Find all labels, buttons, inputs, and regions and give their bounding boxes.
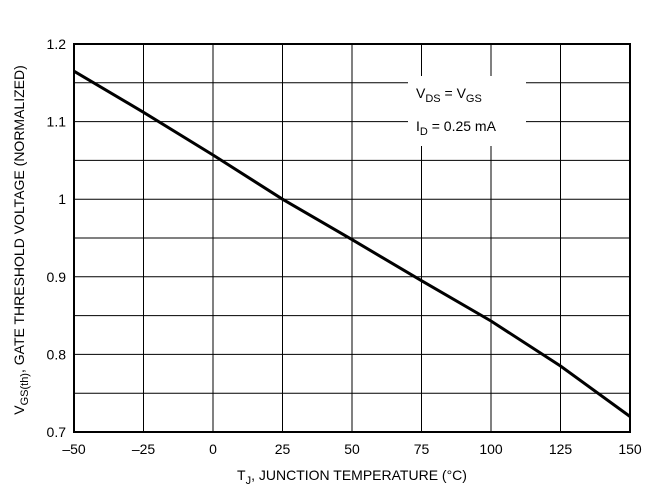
y-tick-label: 0.7 (47, 424, 67, 440)
x-axis-label: TJ, JUNCTION TEMPERATURE (°C) (237, 467, 467, 487)
x-tick-label: 100 (479, 441, 503, 457)
y-tick-labels: 1.2 1.1 1 0.9 0.8 0.7 (47, 36, 67, 440)
annotation-line-id: ID = 0.25 mA (416, 118, 497, 138)
y-tick-label: 0.8 (47, 346, 67, 362)
annotation-line-vds-vgs: VDS = VGS (416, 85, 482, 105)
x-tick-label: 75 (414, 441, 430, 457)
y-tick-label: 1.1 (47, 114, 67, 130)
y-tick-label: 1.2 (47, 36, 67, 52)
x-tick-label: 50 (344, 441, 360, 457)
x-tick-labels: –50 –25 0 25 50 75 100 125 150 (62, 441, 642, 457)
x-tick-label: –50 (62, 441, 86, 457)
y-tick-label: 1 (58, 191, 66, 207)
y-tick-label: 0.9 (47, 269, 67, 285)
x-tick-label: 150 (618, 441, 642, 457)
x-tick-label: 0 (209, 441, 217, 457)
x-tick-label: 25 (275, 441, 291, 457)
annotation-background (408, 76, 526, 146)
plot-frame (73, 43, 631, 433)
y-axis-label: VGS(th), GATE THRESHOLD VOLTAGE (NORMALI… (11, 65, 31, 415)
x-tick-label: –25 (132, 441, 156, 457)
series-line (73, 69, 631, 418)
x-tick-label: 125 (549, 441, 573, 457)
